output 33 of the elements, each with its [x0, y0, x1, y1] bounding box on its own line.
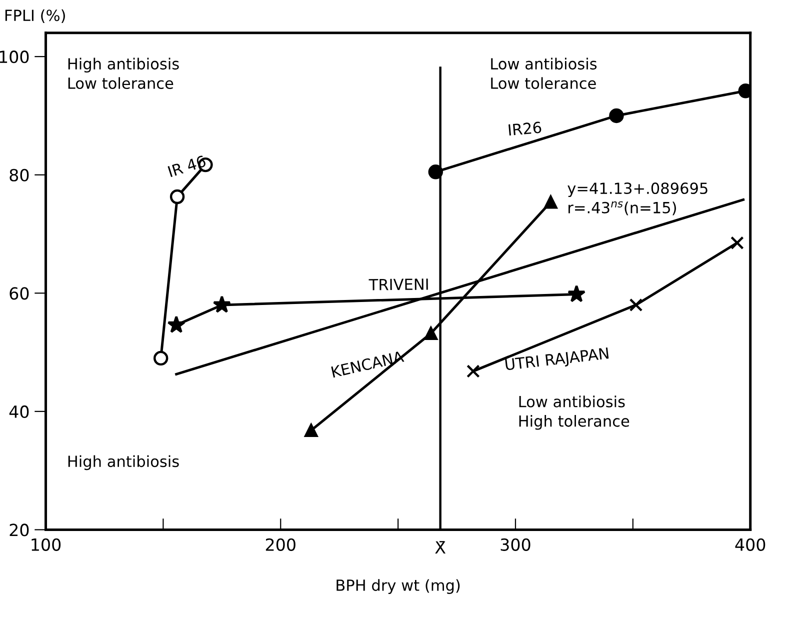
- point: [170, 189, 185, 204]
- point: [428, 164, 443, 180]
- annotation: High antibiosis: [68, 455, 179, 470]
- point: [304, 424, 318, 438]
- annotation: y=41.13+.089695 r=.43$^{ns}$(n=15): [568, 182, 708, 216]
- y-tick-label: 20: [10, 524, 29, 536]
- annotation: Low antibiosis Low tolerance: [491, 58, 597, 90]
- y-tick-label: 80: [10, 168, 29, 182]
- ref-line-label: X̄: [435, 541, 446, 554]
- point: [609, 108, 624, 124]
- x-tick-label: 100: [32, 538, 61, 551]
- point: [466, 364, 480, 378]
- x-tick-label: 300: [500, 538, 530, 551]
- point: [568, 284, 586, 302]
- point: [544, 195, 558, 209]
- point: [167, 316, 186, 333]
- point: [424, 326, 438, 340]
- text: UTRI RAJAPAN: [505, 347, 609, 374]
- point: [730, 236, 744, 250]
- y-axis-title: FPLI (%): [5, 9, 65, 23]
- y-tick-label: 100: [0, 50, 29, 64]
- series-label: IR26: [508, 121, 542, 136]
- x-tick-label: 200: [266, 538, 296, 551]
- point: [212, 296, 231, 313]
- y-tick-label: 60: [10, 287, 29, 300]
- annotation: Low antibiosis High tolerance: [519, 396, 630, 430]
- x-tick-label: 400: [735, 538, 766, 551]
- point: [629, 298, 643, 312]
- series-label: TRIVENI: [368, 278, 428, 290]
- x-axis-title: BPH dry wt (mg): [336, 579, 460, 594]
- annotation: High antibiosis Low tolerance: [68, 58, 179, 90]
- y-tick-label: 40: [9, 405, 29, 418]
- point: [153, 350, 168, 366]
